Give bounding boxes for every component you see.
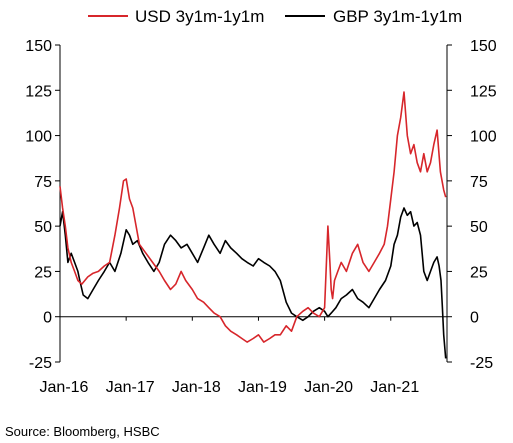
x-tick-label: Jan-17 <box>106 379 155 396</box>
right-y-tick-label: -25 <box>470 355 493 372</box>
source-note: Source: Bloomberg, HSBC <box>5 424 160 439</box>
x-tick-label: Jan-20 <box>304 379 353 396</box>
right-y-tick-label: 75 <box>470 174 488 191</box>
right-y-tick-label: 100 <box>470 129 497 146</box>
legend-label-gbp: GBP 3y1m-1y1m <box>333 7 462 26</box>
left-y-tick-label: 100 <box>25 129 52 146</box>
x-tick-label: Jan-19 <box>238 379 287 396</box>
left-y-tick-label: 25 <box>34 264 52 281</box>
legend-label-usd: USD 3y1m-1y1m <box>135 7 264 26</box>
legend: USD 3y1m-1y1m GBP 3y1m-1y1m <box>88 7 462 26</box>
series-line-gbp <box>59 207 447 359</box>
right-y-tick-label: 25 <box>470 264 488 281</box>
series-line-usd <box>59 91 447 343</box>
left-y-tick-label: -25 <box>29 355 52 372</box>
right-y-tick-label: 50 <box>470 219 488 236</box>
left-y-tick-label: 75 <box>34 174 52 191</box>
left-y-tick-label: 150 <box>25 38 52 55</box>
x-tick-label: Jan-16 <box>40 379 89 396</box>
x-tick-label: Jan-21 <box>370 379 419 396</box>
left-y-ticks: -25 0 25 50 75 100 125 150 <box>25 38 60 372</box>
series-layer <box>59 91 447 359</box>
right-y-tick-label: 125 <box>470 83 497 100</box>
right-y-tick-label: 0 <box>470 310 479 327</box>
x-tick-label: Jan-18 <box>172 379 221 396</box>
left-y-tick-label: 125 <box>25 83 52 100</box>
right-y-ticks: -25 0 25 50 75 100 125 150 <box>447 38 497 372</box>
left-y-tick-label: 0 <box>43 310 52 327</box>
x-ticks: Jan-16 Jan-17 Jan-18 Jan-19 Jan-20 Jan-21 <box>40 316 419 396</box>
left-y-tick-label: 50 <box>34 219 52 236</box>
right-y-tick-label: 150 <box>470 38 497 55</box>
